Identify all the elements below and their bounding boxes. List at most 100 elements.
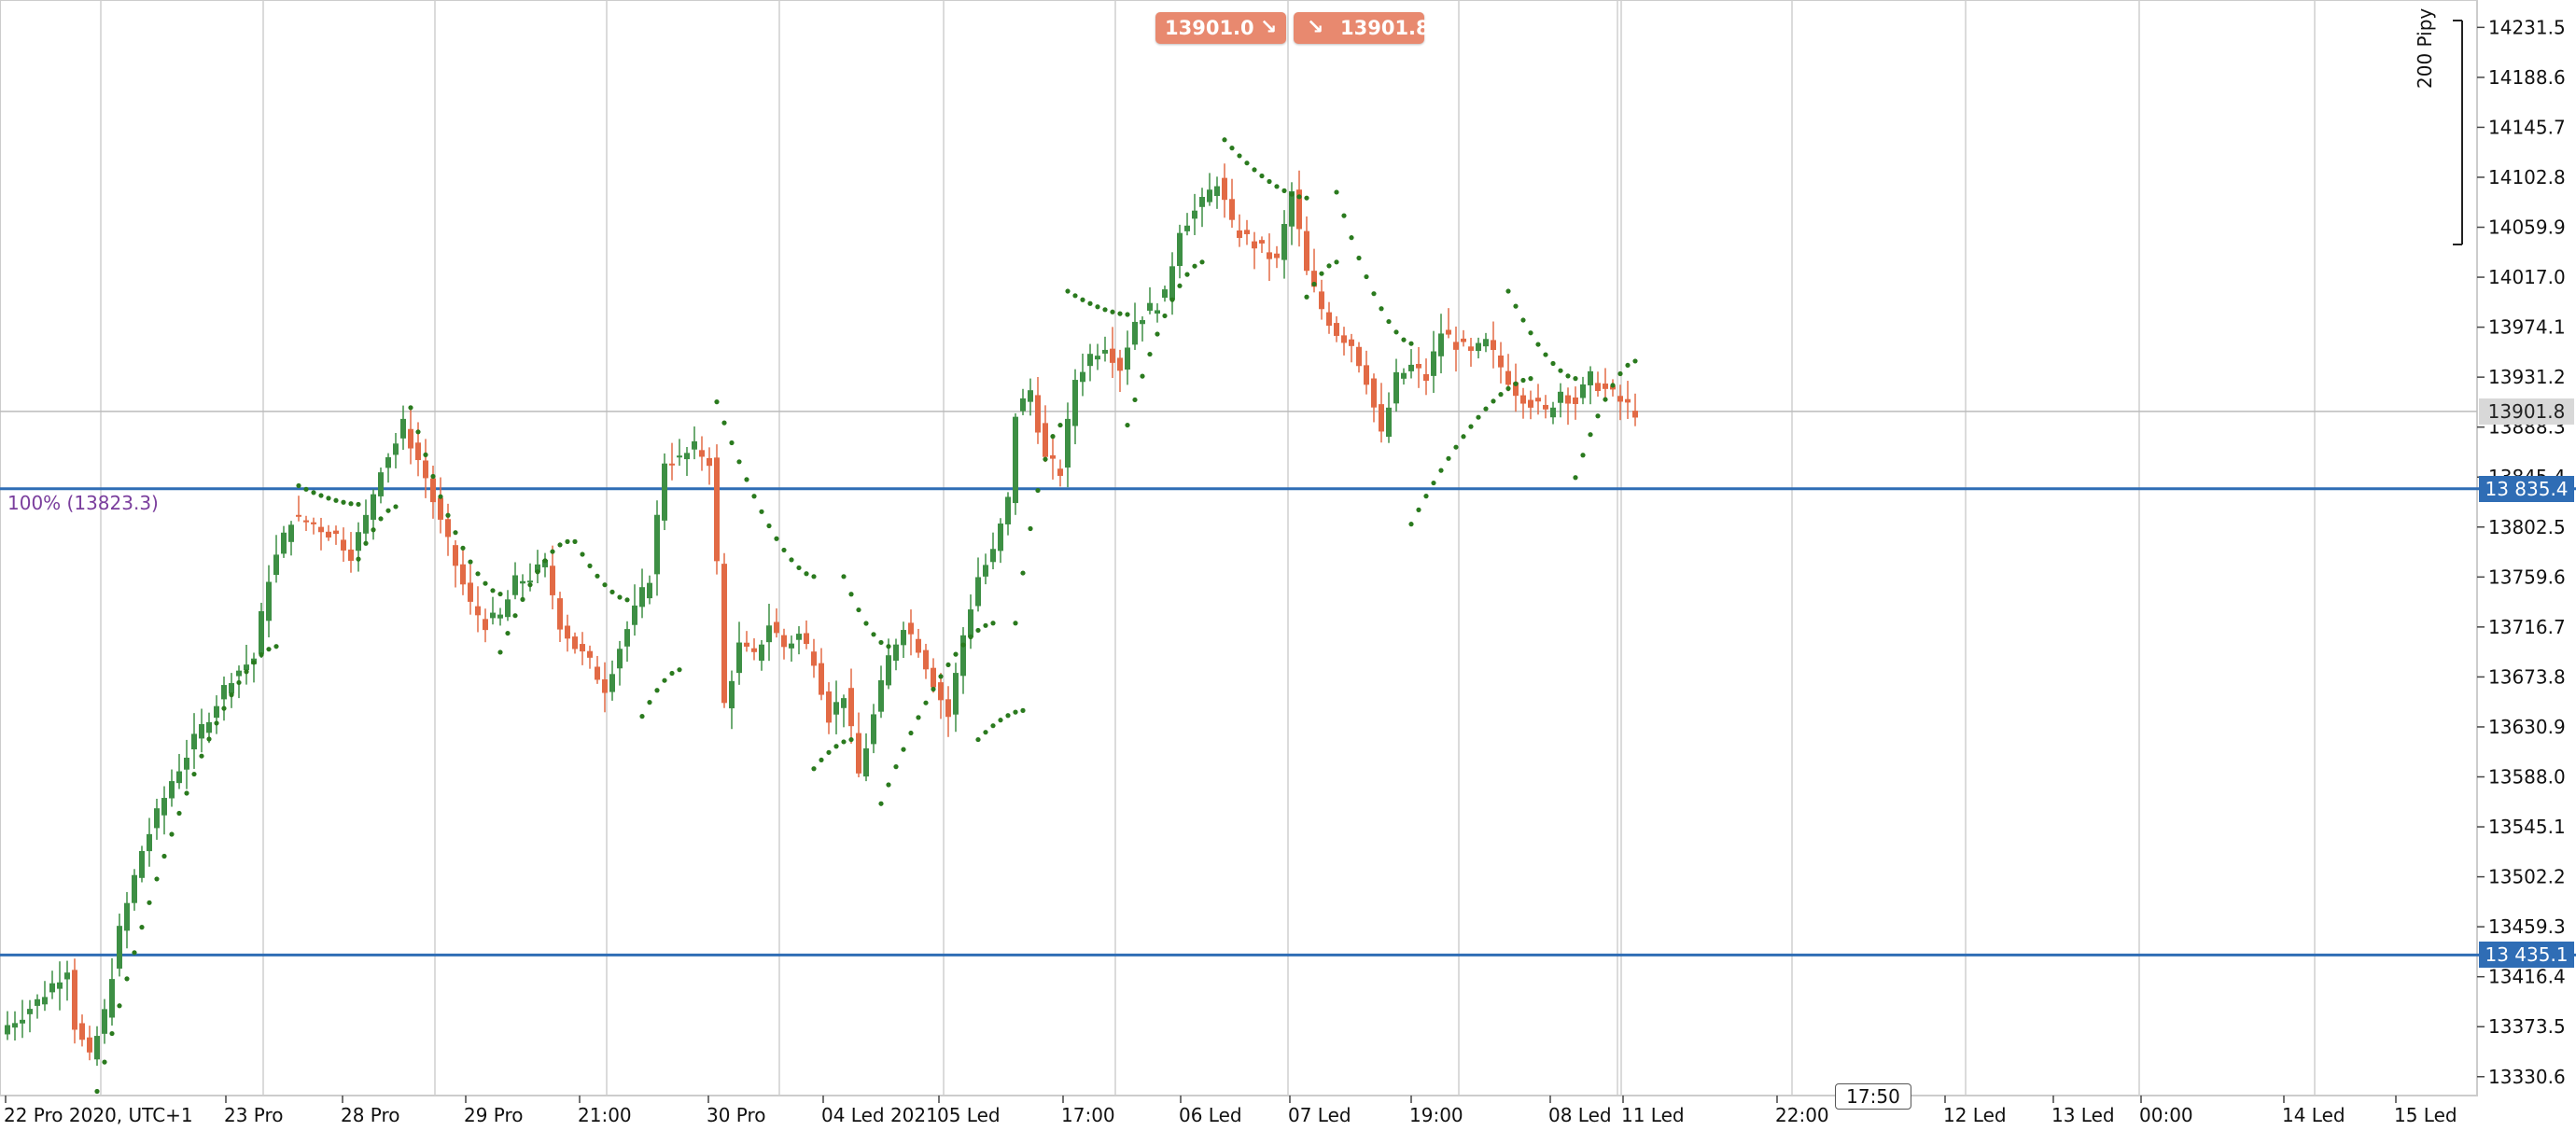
sar-dot xyxy=(1326,263,1332,269)
candle-body xyxy=(27,1009,33,1014)
candle-body xyxy=(1311,271,1317,287)
candle-body xyxy=(1244,230,1250,234)
candle xyxy=(1192,193,1197,235)
candle-body xyxy=(1438,333,1444,356)
sar-dot xyxy=(542,558,548,564)
upper-level-label[interactable]: 13 835.4 xyxy=(2479,475,2574,502)
sar-dot xyxy=(826,749,832,755)
sar-dot xyxy=(1543,352,1548,357)
sar-dot xyxy=(1140,373,1145,379)
sar-dot xyxy=(975,736,981,743)
sar-dot xyxy=(811,766,817,772)
time-tick-label: 21:00 xyxy=(578,1104,632,1126)
candle-body xyxy=(505,599,511,618)
candle xyxy=(1102,336,1108,362)
horizontal-levels[interactable] xyxy=(0,411,2576,956)
sar-dot xyxy=(1505,288,1511,294)
candle xyxy=(721,552,727,708)
candle xyxy=(363,499,369,542)
sar-dot xyxy=(878,801,884,806)
sar-dot xyxy=(184,790,189,796)
time-axis[interactable]: 22 Pro 2020, UTC+1 23 Pro 28 Pro 29 Pro 21:0… xyxy=(4,1096,2457,1126)
sar-dot xyxy=(893,764,899,770)
candle xyxy=(1625,381,1631,419)
candle xyxy=(1379,383,1384,443)
sar-dot xyxy=(1050,434,1056,440)
sar-dot xyxy=(565,538,570,544)
sar-dot xyxy=(1222,137,1227,143)
sar-dot xyxy=(953,651,959,657)
time-tick-label: 28 Pro xyxy=(341,1104,400,1126)
buy-button[interactable]: ↘ 13901.8 xyxy=(1294,12,1430,44)
candle xyxy=(259,602,264,659)
candle xyxy=(191,713,197,769)
sar-dot xyxy=(878,639,884,646)
candle xyxy=(729,670,735,730)
candle-body xyxy=(580,644,585,652)
candle xyxy=(1304,216,1309,275)
candle-body xyxy=(408,428,413,449)
candle xyxy=(1252,231,1257,270)
sar-dot xyxy=(1461,434,1466,440)
candle-body xyxy=(1371,378,1377,408)
time-tick-label: 05 Led xyxy=(937,1104,1001,1126)
candle xyxy=(273,535,279,583)
sar-dot xyxy=(1289,191,1295,197)
candle xyxy=(1155,303,1160,323)
price-tick-label: 13673.8 xyxy=(2488,665,2566,688)
candle xyxy=(341,527,346,562)
candle-body xyxy=(617,649,623,669)
candle xyxy=(1087,343,1093,382)
candle xyxy=(199,708,204,753)
candle-body xyxy=(1132,321,1138,345)
sar-dot xyxy=(1192,263,1197,269)
candle xyxy=(923,643,929,679)
candle-body xyxy=(371,494,376,520)
time-cursor-label[interactable]: 17:50 xyxy=(1835,1083,1911,1110)
candle-body xyxy=(781,635,787,648)
candle-body xyxy=(1057,468,1063,476)
sar-dot xyxy=(1020,570,1026,576)
candle xyxy=(57,961,63,1011)
candle-body xyxy=(908,622,914,635)
price-axis[interactable]: 14231.5 14188.6 14145.7 14102.8 14059.9 14017… xyxy=(2477,16,2566,1088)
sar-dot xyxy=(1491,398,1496,404)
candle-body xyxy=(57,982,63,989)
candle xyxy=(998,518,1003,564)
time-tick-label: 13 Led xyxy=(2051,1104,2115,1126)
candle xyxy=(348,532,354,573)
candle xyxy=(654,500,660,596)
sar-dot xyxy=(1393,329,1399,335)
sell-button[interactable]: 13901.0 ↘ xyxy=(1155,12,1286,44)
candle-body xyxy=(1214,186,1220,197)
sar-dot xyxy=(1535,342,1541,347)
parabolic-sar-series xyxy=(94,137,1638,1095)
sar-dot xyxy=(273,644,279,649)
pips-scale-label: 200 Pipy xyxy=(2414,7,2436,89)
candle-body xyxy=(1184,225,1190,231)
candle xyxy=(609,660,615,701)
candle-body xyxy=(1169,266,1175,300)
candle-body xyxy=(1162,289,1168,299)
candle xyxy=(1617,384,1623,421)
candle-body xyxy=(169,781,175,799)
sar-dot xyxy=(1229,146,1235,151)
sar-dot xyxy=(587,563,593,568)
candle-body xyxy=(1341,335,1347,343)
lower-level-label[interactable]: 13 435.1 xyxy=(2479,942,2574,969)
candle-body xyxy=(1416,363,1421,369)
sar-dot xyxy=(393,504,399,510)
candle-body xyxy=(191,733,197,750)
candle xyxy=(35,994,40,1019)
candle xyxy=(1573,386,1578,420)
candle xyxy=(707,447,712,485)
sar-dot xyxy=(1625,362,1631,369)
candle xyxy=(535,550,540,583)
sar-dot xyxy=(1177,283,1183,288)
candle xyxy=(1423,358,1429,396)
sar-dot xyxy=(1588,432,1593,438)
candle xyxy=(1013,412,1018,515)
candle xyxy=(221,676,227,721)
candle xyxy=(1438,314,1444,374)
